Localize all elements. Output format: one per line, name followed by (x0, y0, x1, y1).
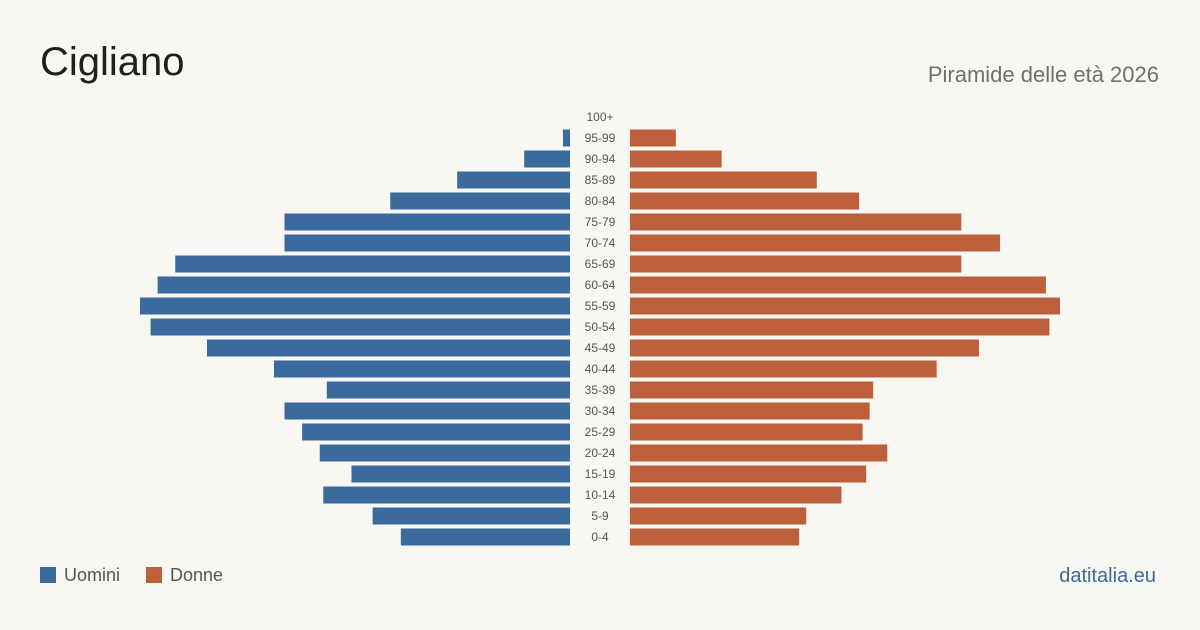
bar-men-15-19 (351, 465, 570, 483)
age-label-80-84: 80-84 (585, 194, 616, 208)
age-label-55-59: 55-59 (585, 299, 616, 313)
bar-women-35-39 (630, 381, 874, 399)
bar-men-85-89 (457, 171, 570, 189)
bar-women-40-44 (630, 360, 937, 378)
age-label-60-64: 60-64 (585, 278, 616, 292)
bar-men-35-39 (326, 381, 570, 399)
age-label-90-94: 90-94 (585, 152, 616, 166)
legend-label-men: Uomini (64, 565, 121, 585)
bar-men-50-54 (150, 318, 570, 336)
age-label-100plus: 100+ (586, 110, 613, 124)
age-label-70-74: 70-74 (585, 236, 616, 250)
bar-women-60-64 (630, 276, 1046, 294)
bar-women-85-89 (630, 171, 817, 189)
bar-men-30-34 (284, 402, 570, 420)
bar-women-0-4 (630, 528, 800, 546)
bar-men-90-94 (524, 150, 570, 168)
bar-women-90-94 (630, 150, 722, 168)
age-label-35-39: 35-39 (585, 383, 616, 397)
bar-women-20-24 (630, 444, 888, 462)
age-label-25-29: 25-29 (585, 425, 616, 439)
bar-men-75-79 (284, 213, 570, 231)
legend-label-women: Donne (170, 565, 224, 585)
age-label-5-9: 5-9 (591, 509, 609, 523)
age-label-0-4: 0-4 (591, 530, 609, 544)
legend-swatch-women (146, 567, 163, 583)
bar-men-80-84 (390, 192, 570, 210)
legend-item-women: Donne (146, 566, 223, 584)
bar-men-45-49 (206, 339, 570, 357)
bar-women-80-84 (630, 192, 860, 210)
bar-women-45-49 (630, 339, 979, 357)
bar-women-30-34 (630, 402, 870, 420)
chart-subtitle: Piramide delle età 2026 (927, 62, 1159, 87)
bar-men-20-24 (319, 444, 570, 462)
bar-men-95-99 (562, 129, 570, 147)
bar-men-40-44 (273, 360, 570, 378)
bar-women-50-54 (630, 318, 1050, 336)
bar-women-15-19 (630, 465, 867, 483)
bar-women-25-29 (630, 423, 863, 441)
bar-women-70-74 (630, 234, 1001, 252)
age-label-75-79: 75-79 (585, 215, 616, 229)
age-label-10-14: 10-14 (585, 488, 616, 502)
age-label-30-34: 30-34 (585, 404, 616, 418)
bar-men-60-64 (157, 276, 570, 294)
age-label-50-54: 50-54 (585, 320, 616, 334)
bar-men-70-74 (284, 234, 570, 252)
bar-men-55-59 (140, 297, 570, 315)
age-label-40-44: 40-44 (585, 362, 616, 376)
bar-women-95-99 (630, 129, 676, 147)
bar-men-0-4 (400, 528, 570, 546)
bar-women-5-9 (630, 507, 807, 525)
bar-men-25-29 (302, 423, 570, 441)
age-label-85-89: 85-89 (585, 173, 616, 187)
bar-women-75-79 (630, 213, 962, 231)
age-label-20-24: 20-24 (585, 446, 616, 460)
age-label-95-99: 95-99 (585, 131, 616, 145)
bar-men-65-69 (175, 255, 570, 273)
age-label-65-69: 65-69 (585, 257, 616, 271)
bar-men-5-9 (372, 507, 570, 525)
legend-swatch-men (40, 567, 56, 583)
source-link[interactable]: datitalia.eu (1059, 565, 1156, 587)
bar-women-55-59 (630, 297, 1060, 315)
legend-item-men: Uomini (40, 566, 120, 584)
age-label-45-49: 45-49 (585, 341, 616, 355)
age-label-15-19: 15-19 (585, 467, 616, 481)
bar-men-10-14 (323, 486, 570, 504)
legend: Uomini Donne (40, 566, 249, 584)
bar-women-10-14 (630, 486, 842, 504)
chart-title: Cigliano (40, 40, 185, 84)
bar-women-65-69 (630, 255, 962, 273)
